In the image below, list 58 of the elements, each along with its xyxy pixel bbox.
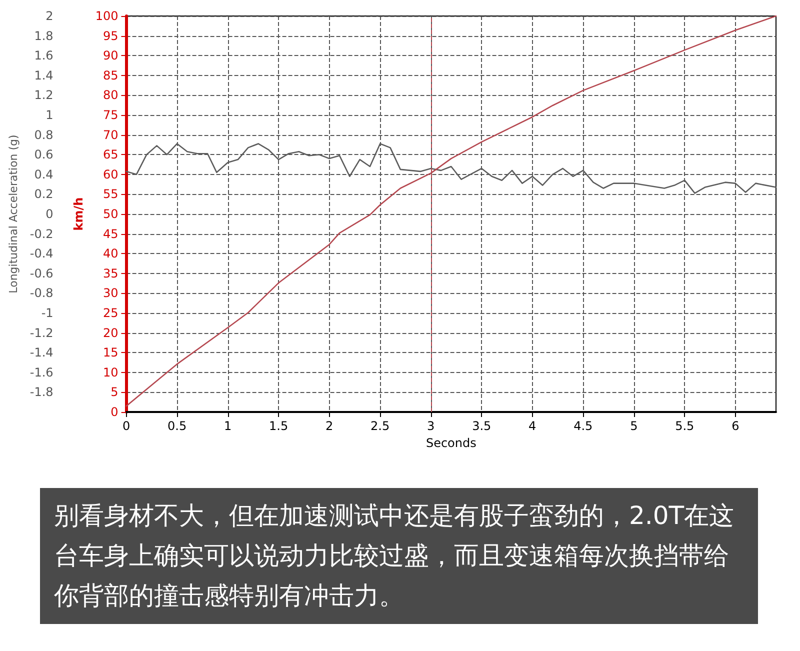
y2-tick-label: 65: [103, 148, 118, 162]
y-tick-label: 1.8: [34, 28, 54, 43]
y2-tick-label: 40: [103, 246, 118, 261]
x-tick-label: 4.5: [574, 419, 593, 433]
y2-tick-label: 45: [103, 226, 118, 241]
y-tick-label: 1: [46, 108, 54, 122]
y-tick-label: 0.6: [34, 148, 54, 162]
y-tick-label: 2: [46, 9, 54, 23]
y2-tick-label: 55: [103, 187, 118, 202]
y-tick-label: 0.2: [34, 187, 54, 202]
y2-tick-label: 10: [103, 365, 118, 380]
y-tick-label: -1.4: [30, 346, 54, 360]
y-tick-label: -1.6: [30, 365, 54, 380]
x-tick-label: 3.5: [472, 419, 492, 433]
y2-tick-label: 35: [103, 266, 118, 280]
y-tick-label: 0.8: [34, 128, 54, 142]
x-tick-label: 2: [326, 419, 334, 433]
x-axis-title: Seconds: [426, 436, 476, 450]
y2-tick-label: 30: [103, 286, 118, 300]
y-tick-label: 1.2: [34, 88, 54, 102]
x-tick-label: 3: [427, 419, 435, 433]
y-tick-label: -1.2: [30, 326, 54, 340]
x-tick-label: 0: [122, 419, 130, 433]
y-tick-label: -0.6: [30, 266, 54, 280]
y2-tick-label: 95: [103, 28, 118, 43]
y2-tick-label: 70: [103, 128, 118, 142]
y2-tick-label: 20: [103, 326, 118, 340]
y-tick-label: 1.6: [34, 48, 54, 63]
y2-tick-label: 80: [103, 88, 118, 102]
y-tick-label: -1: [41, 306, 54, 320]
x-tick-label: 2.5: [370, 419, 390, 433]
y-axis-title: Longitudinal Acceleration (g): [7, 134, 20, 294]
x-tick-label: 5: [630, 419, 638, 433]
y2-tick-label: 100: [95, 9, 118, 23]
y2-tick-label: 5: [110, 385, 118, 400]
y-tick-label: -0.8: [30, 286, 54, 300]
y2-tick-label: 15: [103, 346, 118, 360]
text: 别看身材不大，但在加速测试中还是有股子蛮劲的，2.0T在这台车身上确实可以说动力比较过盛，而且变速箱每次换挡带给你背部的撞击感特别有冲击力。: [40, 488, 758, 624]
y2-tick-label: 50: [103, 207, 118, 221]
y2-tick-label: 25: [103, 306, 118, 320]
y-tick-label: -0.2: [30, 226, 54, 241]
y2-tick-label: 75: [103, 108, 118, 122]
y2-tick-label: 0: [110, 405, 118, 419]
y-tick-label: -0.4: [30, 246, 54, 261]
x-tick-label: 1: [224, 419, 232, 433]
x-tick-label: 5.5: [675, 419, 694, 433]
y2-tick-label: 60: [103, 167, 118, 182]
y-tick-label: -1.8: [30, 385, 54, 400]
x-tick-label: 0.5: [168, 419, 187, 433]
y2-axis-title: km/h: [72, 197, 86, 231]
y2-tick-label: 85: [103, 68, 118, 82]
x-tick-label: 4: [528, 419, 536, 433]
x-tick-label: 1.5: [269, 419, 288, 433]
y-tick-label: 1.4: [34, 68, 54, 82]
x-tick-label: 6: [732, 419, 740, 433]
y-tick-label: 0: [46, 207, 54, 221]
y2-tick-label: 90: [103, 48, 118, 63]
y-tick-label: 0.4: [34, 167, 54, 182]
